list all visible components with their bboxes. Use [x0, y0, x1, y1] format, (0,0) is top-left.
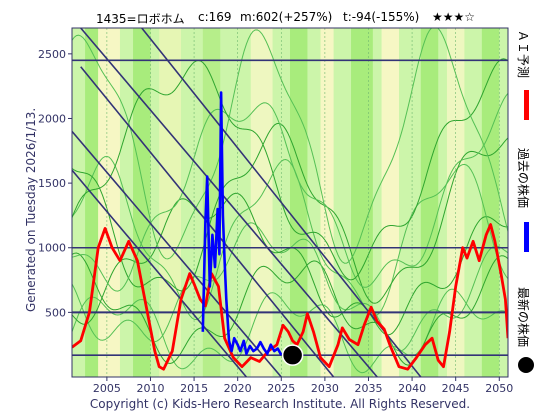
current-price: c:169 [198, 10, 232, 24]
t-value: t:-94(-155%) [343, 10, 420, 24]
plot-frame [71, 27, 509, 378]
latest-price-marker [281, 344, 304, 366]
x-tick-label: 2045 [442, 382, 470, 395]
y-tick-label: 500 [45, 306, 66, 319]
background-bands [85, 28, 500, 377]
legend-label-past: 過去の株価 [516, 148, 530, 209]
trend-line [80, 28, 378, 377]
background-band [250, 28, 273, 377]
background-band [351, 28, 373, 377]
legend-label-ai: ＡＩ予測 [516, 30, 530, 79]
x-tick-label: 2050 [485, 382, 513, 395]
projection-line [72, 155, 508, 321]
data-series [72, 91, 508, 371]
x-tick-label: 2020 [224, 382, 252, 395]
y-axis: 500 1000 1500 2000 2500 [38, 48, 72, 319]
x-tick-label: 2005 [93, 382, 121, 395]
y-tick-label: 2000 [38, 112, 66, 125]
background-band [446, 28, 465, 377]
y-tick-label: 2500 [38, 48, 66, 61]
level-lines [72, 59, 508, 356]
legend-swatch-latest [518, 357, 534, 373]
background-band [85, 28, 99, 377]
y-tick-label: 1500 [38, 177, 66, 190]
projection-line [72, 58, 508, 281]
x-tick-label: 2025 [267, 382, 295, 395]
m-value: m:602(+257%) [240, 10, 333, 24]
x-tick-label: 2015 [180, 382, 208, 395]
x-tick-label: 2040 [398, 382, 426, 395]
projection-line [72, 28, 508, 264]
x-tick-label: 2030 [311, 382, 339, 395]
legend-swatch-ai [524, 90, 529, 120]
background-band [481, 28, 500, 377]
trend-line [141, 28, 422, 377]
background-band [98, 28, 120, 377]
ai-forecast-line [72, 223, 508, 371]
background-band [133, 28, 151, 377]
projection-line [72, 92, 508, 292]
latest-price-group [281, 344, 304, 366]
past-price-line [201, 91, 283, 356]
legend-label-latest: 最新の株価 [516, 287, 530, 348]
x-tick-label: 2010 [136, 382, 164, 395]
x-tick-label: 2035 [354, 382, 382, 395]
trend-line [72, 130, 282, 377]
projection-line [72, 252, 508, 366]
stock-code-name: 1435=ロボホム [96, 12, 185, 26]
background-band [381, 28, 399, 377]
projection-line [72, 122, 508, 304]
copyright-footer: Copyright (c) Kids-Hero Research Institu… [89, 397, 471, 411]
legend-swatch-past [524, 222, 529, 252]
rating-stars: ★★★☆ [432, 10, 476, 24]
trend-line [72, 169, 248, 377]
background-band [420, 28, 439, 377]
generated-date: Generated on Tuesday 2026/1/13. [24, 107, 38, 312]
x-axis: 2005 2010 2015 2020 2025 2030 2035 2040 2045 2050 [93, 377, 513, 395]
legend-marks [518, 90, 534, 373]
y-tick-label: 1000 [38, 242, 66, 255]
background-band [159, 28, 181, 377]
